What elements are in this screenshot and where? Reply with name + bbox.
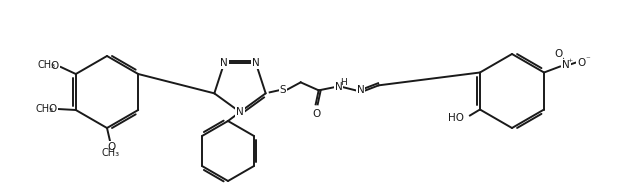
Text: O: O [577, 57, 585, 67]
Text: N: N [221, 58, 228, 68]
Text: O: O [49, 104, 57, 114]
Text: CH₃: CH₃ [36, 104, 54, 114]
Text: HO: HO [448, 112, 464, 122]
Text: N: N [252, 58, 260, 68]
Text: H: H [340, 78, 347, 87]
Text: ⁻: ⁻ [585, 55, 590, 64]
Text: CH₃: CH₃ [38, 60, 56, 70]
Text: S: S [279, 85, 286, 95]
Text: CH₃: CH₃ [102, 148, 120, 158]
Text: O: O [554, 49, 562, 58]
Text: O: O [313, 109, 321, 119]
Text: O: O [107, 142, 115, 152]
Text: N: N [335, 82, 343, 92]
Text: N: N [562, 60, 570, 70]
Text: N: N [236, 107, 244, 117]
Text: O: O [51, 61, 59, 71]
Text: N: N [357, 85, 365, 95]
Text: +: + [567, 57, 573, 62]
